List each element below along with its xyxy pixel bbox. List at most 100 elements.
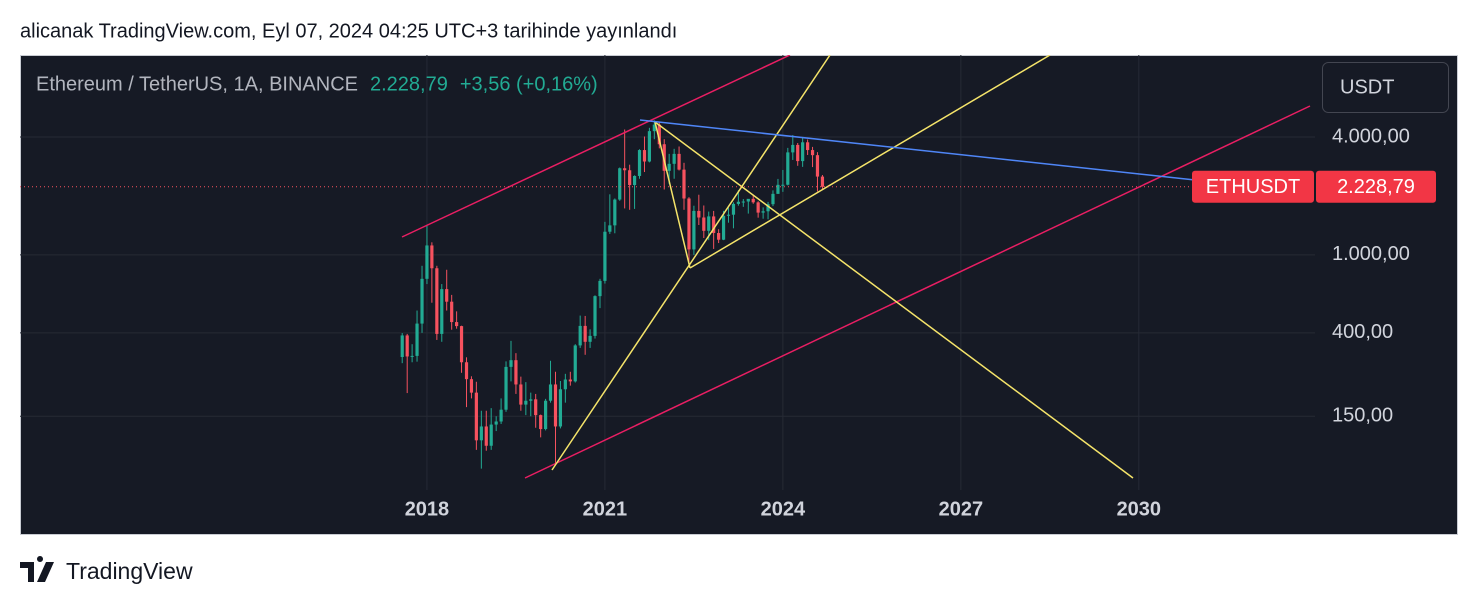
- trend-line: [639, 119, 1196, 181]
- candle-body: [771, 193, 775, 205]
- y-tick-label: 400,00: [1332, 321, 1393, 343]
- candle-body: [657, 124, 661, 145]
- symbol-legend: Ethereum / TetherUS, 1A, BINANCE: [36, 73, 358, 95]
- candle-body: [786, 152, 790, 185]
- currency-button[interactable]: [1322, 62, 1449, 113]
- candle-body: [726, 214, 731, 216]
- y-tick-label: 150,00: [1332, 405, 1393, 427]
- candle-body: [608, 225, 612, 232]
- y-tick-label: 1.000,00: [1332, 243, 1410, 265]
- candle-body: [524, 400, 528, 405]
- candle-body: [776, 184, 780, 194]
- candles: [400, 120, 825, 469]
- candle-body: [514, 360, 518, 385]
- candle-body: [509, 360, 513, 367]
- candle-body: [806, 142, 810, 151]
- candle-body: [479, 426, 483, 441]
- ticker-label: ETHUSDT: [1206, 176, 1300, 198]
- candle-body: [415, 323, 419, 356]
- candle-body: [642, 150, 647, 162]
- candle-body: [484, 426, 488, 446]
- legend-change: +3,56 (+0,16%): [460, 73, 598, 95]
- candle-body: [756, 202, 760, 213]
- drawings: [401, 55, 1311, 479]
- logo-icon: [20, 556, 54, 582]
- candle-body: [558, 389, 563, 427]
- candle-body: [494, 421, 498, 425]
- candle-body: [637, 150, 642, 176]
- candle-body: [474, 392, 478, 441]
- candle-body: [464, 362, 469, 380]
- candle-body: [618, 168, 622, 200]
- candle-body: [598, 280, 602, 297]
- trend-line: [654, 121, 691, 269]
- candle-body: [796, 144, 800, 162]
- candle-body: [519, 384, 523, 405]
- candle-body: [682, 169, 686, 199]
- candle-body: [741, 201, 745, 203]
- candle-body: [717, 233, 721, 240]
- y-tick-label: 4.000,00: [1332, 125, 1410, 147]
- price-tag-label: 2.228,79: [1337, 176, 1415, 198]
- x-tick-label: 2018: [405, 498, 450, 520]
- candle-body: [751, 198, 755, 203]
- footer-brand: TradingView: [66, 558, 193, 584]
- candle-body: [504, 366, 508, 410]
- candle-body: [489, 424, 493, 446]
- candle-body: [469, 379, 474, 393]
- candle-body: [543, 400, 548, 430]
- candle-body: [459, 326, 464, 363]
- publish-header: alicanak TradingView.com, Eyl 07, 2024 0…: [20, 20, 677, 42]
- candle-body: [761, 211, 765, 213]
- candle-body: [736, 201, 740, 204]
- candle-body: [420, 278, 424, 324]
- candle-body: [593, 296, 597, 336]
- candle-body: [815, 155, 820, 177]
- tradingview-logo: [20, 556, 54, 582]
- candle-body: [687, 198, 691, 250]
- candle-body: [712, 216, 716, 234]
- candle-body: [539, 415, 543, 430]
- candle-body: [548, 384, 553, 401]
- trend-line: [551, 55, 831, 471]
- x-tick-label: 2030: [1117, 498, 1162, 520]
- x-tick-label: 2021: [583, 498, 628, 520]
- candle-body: [450, 301, 454, 323]
- candle-body: [455, 322, 459, 327]
- candle-body: [410, 355, 414, 357]
- overlay: 4.000,00 1.000,00 400,00 150,00 2018 2021 2024…: [20, 125, 1436, 520]
- candle-body: [647, 131, 652, 162]
- candle-body: [801, 142, 805, 162]
- currency-label[interactable]: USDT: [1340, 76, 1394, 98]
- x-tick-label: 2024: [761, 498, 806, 520]
- trend-line: [524, 105, 1311, 479]
- trend-line: [689, 55, 1051, 269]
- candle-body: [529, 399, 533, 401]
- candle-body: [746, 198, 750, 202]
- candle-body: [499, 409, 503, 422]
- candle-body: [820, 176, 825, 187]
- candle-body: [400, 335, 404, 358]
- candle-body: [766, 204, 770, 212]
- candle-body: [632, 175, 637, 186]
- candle-body: [667, 163, 671, 171]
- candle-body: [553, 384, 558, 427]
- candle-body: [702, 217, 706, 231]
- candle-body: [588, 335, 592, 342]
- candle-body: [425, 245, 429, 279]
- candle-body: [613, 199, 617, 226]
- candle-body: [672, 153, 676, 164]
- candle-body: [697, 210, 701, 218]
- ticker-tag: [1192, 170, 1314, 203]
- candle-body: [677, 153, 681, 170]
- candle-body: [568, 379, 572, 382]
- candle-body: [731, 203, 736, 215]
- trend-line: [401, 55, 791, 238]
- legend-price: 2.228,79: [370, 73, 448, 95]
- candle-body: [430, 245, 434, 269]
- candle-body: [652, 124, 656, 132]
- trend-line: [654, 121, 1134, 479]
- candle-body: [435, 268, 439, 334]
- candle-body: [583, 325, 587, 342]
